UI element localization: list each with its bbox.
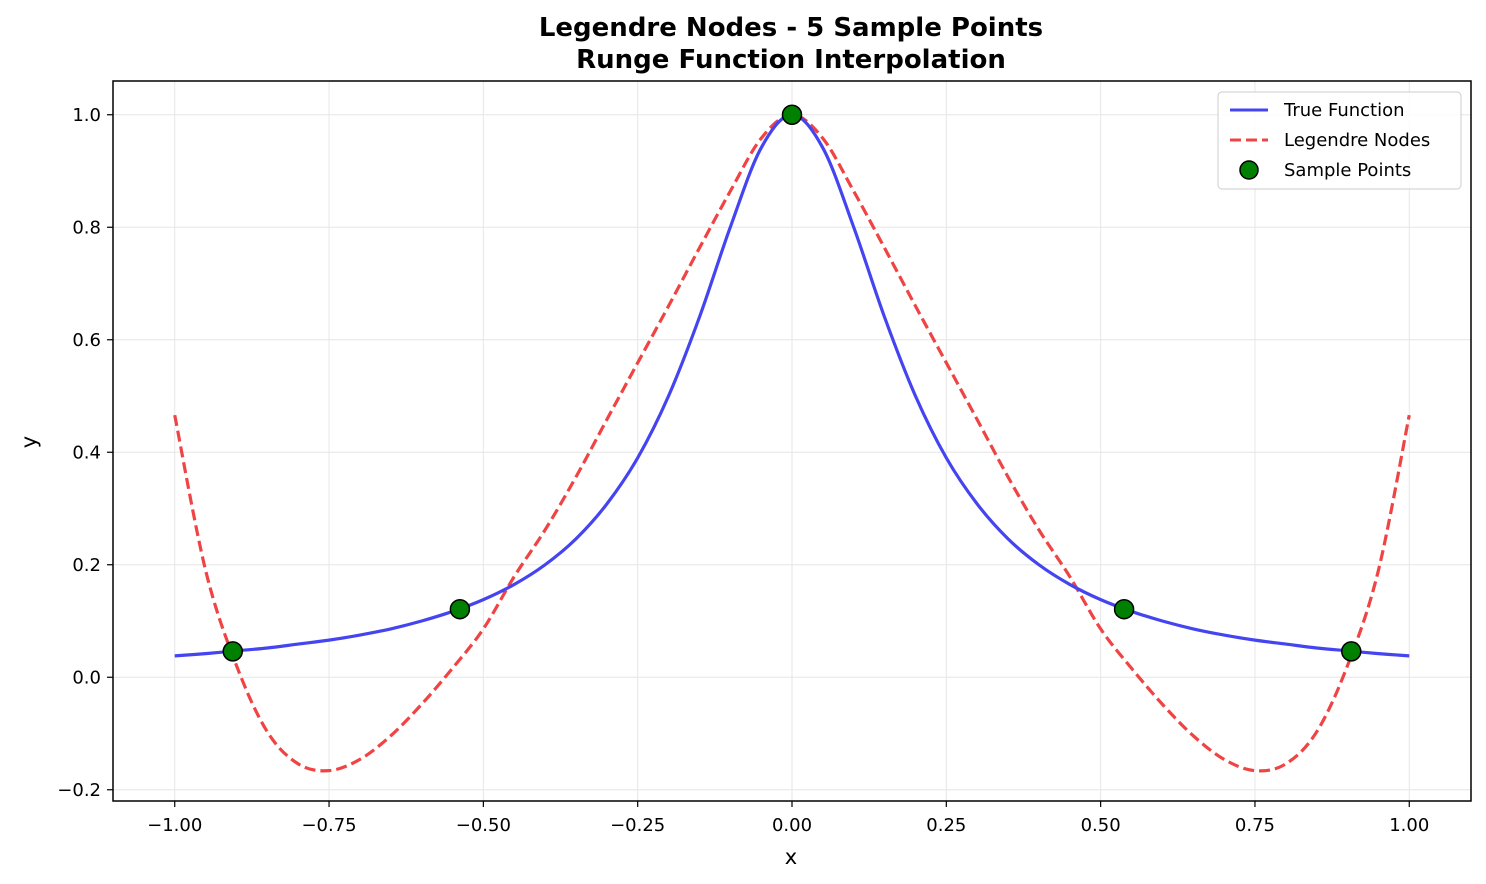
y-tick-label: 0.8 bbox=[72, 217, 101, 238]
y-tick-label: 0.6 bbox=[72, 330, 101, 351]
chart-subtitle: Runge Function Interpolation bbox=[576, 45, 1006, 75]
legend-label-legendre-nodes: Legendre Nodes bbox=[1284, 130, 1430, 151]
x-tick-label: 0.25 bbox=[926, 815, 966, 836]
y-tick-label: 0.0 bbox=[72, 667, 101, 688]
y-tick-label: 1.0 bbox=[72, 105, 101, 126]
x-tick-label: 1.00 bbox=[1389, 815, 1429, 836]
x-axis-label: x bbox=[785, 845, 797, 869]
y-tick-label: −0.2 bbox=[57, 780, 101, 801]
sample-point-marker-3 bbox=[781, 104, 803, 125]
x-tick-label: 0.50 bbox=[1081, 815, 1121, 836]
legend-box bbox=[1217, 91, 1462, 190]
sample-point-marker-2 bbox=[449, 598, 471, 620]
y-tick-label: 0.2 bbox=[72, 555, 101, 576]
x-tick-label: −1.00 bbox=[147, 815, 202, 836]
y-axis-label: y bbox=[17, 436, 41, 448]
x-tick-label: −0.75 bbox=[301, 815, 356, 836]
x-tick-label: −0.25 bbox=[610, 815, 665, 836]
y-tick-label: 0.4 bbox=[72, 442, 101, 463]
sample-point-marker-1 bbox=[222, 641, 244, 662]
legend-label-sample-points: Sample Points bbox=[1284, 160, 1411, 181]
x-tick-label: 0.00 bbox=[772, 815, 812, 836]
x-tick-label: 0.75 bbox=[1235, 815, 1275, 836]
legend-swatch-sample-points bbox=[1239, 160, 1259, 180]
sample-point-marker-5 bbox=[1340, 641, 1362, 662]
x-tick-label: −0.50 bbox=[456, 815, 511, 836]
legend: True Function Legendre Nodes Sample Poin… bbox=[1217, 91, 1462, 190]
grid-layer bbox=[113, 81, 1471, 801]
series-layer bbox=[173, 104, 1411, 773]
sample-point-marker-4 bbox=[1113, 598, 1135, 620]
legend-label-true-function: True Function bbox=[1283, 100, 1405, 121]
tick-layer: −1.00 −0.75 −0.50 −0.25 0.00 0.25 0.50 0.75 1.00… bbox=[57, 105, 1429, 836]
chart-title: Legendre Nodes - 5 Sample Points bbox=[539, 13, 1043, 43]
